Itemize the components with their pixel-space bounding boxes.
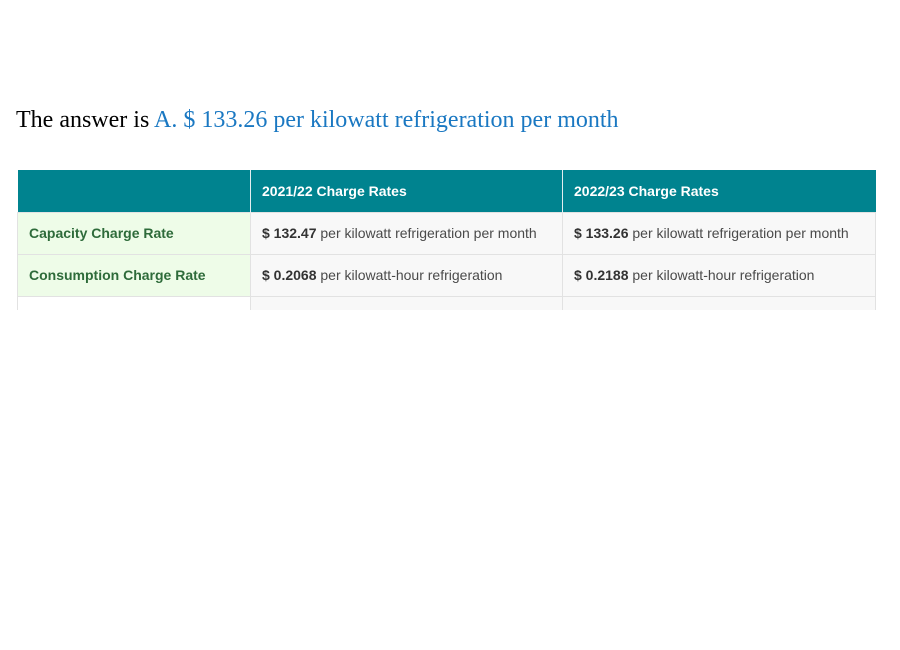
table-header: 2021/22 Charge Rates 2022/23 Charge Rate… [17, 170, 876, 212]
unit-consumption-2022-23: per kilowatt-hour refrigeration [632, 267, 815, 283]
table-row-empty [17, 295, 876, 310]
amount-consumption-2022-23: $ 0.2188 [574, 267, 629, 283]
answer-line: The answer is A. $ 133.26 per kilowatt r… [16, 104, 619, 136]
table-row-capacity: Capacity Charge Rate $ 132.47 per kilowa… [17, 211, 876, 255]
unit-consumption-2021-22: per kilowatt-hour refrigeration [320, 267, 503, 283]
amount-consumption-2021-22: $ 0.2068 [262, 267, 317, 283]
cell-capacity-2022-23: $ 133.26 per kilowatt refrigeration per … [562, 211, 876, 255]
unit-capacity-2022-23: per kilowatt refrigeration per month [632, 225, 849, 241]
row-label-consumption: Consumption Charge Rate [17, 253, 251, 297]
empty-cell [17, 295, 251, 310]
header-row: 2021/22 Charge Rates 2022/23 Charge Rate… [17, 170, 876, 212]
row-label-capacity: Capacity Charge Rate [17, 211, 251, 255]
cell-capacity-2021-22: $ 132.47 per kilowatt refrigeration per … [250, 211, 563, 255]
empty-cell [250, 295, 563, 310]
empty-cell [562, 295, 876, 310]
header-cell-2021-22: 2021/22 Charge Rates [250, 170, 563, 212]
charge-rates-table: 2021/22 Charge Rates 2022/23 Charge Rate… [17, 170, 876, 310]
cell-consumption-2022-23: $ 0.2188 per kilowatt-hour refrigeration [562, 253, 876, 297]
header-cell-blank [17, 170, 251, 212]
table-row-consumption: Consumption Charge Rate $ 0.2068 per kil… [17, 253, 876, 297]
answer-prefix: The answer is [16, 107, 150, 133]
cell-consumption-2021-22: $ 0.2068 per kilowatt-hour refrigeration [250, 253, 563, 297]
amount-capacity-2021-22: $ 132.47 [262, 225, 317, 241]
amount-capacity-2022-23: $ 133.26 [574, 225, 629, 241]
unit-capacity-2021-22: per kilowatt refrigeration per month [320, 225, 537, 241]
header-cell-2022-23: 2022/23 Charge Rates [562, 170, 876, 212]
table-body: Capacity Charge Rate $ 132.47 per kilowa… [17, 211, 876, 310]
answer-value: A. $ 133.26 per kilowatt refrigeration p… [153, 107, 619, 133]
